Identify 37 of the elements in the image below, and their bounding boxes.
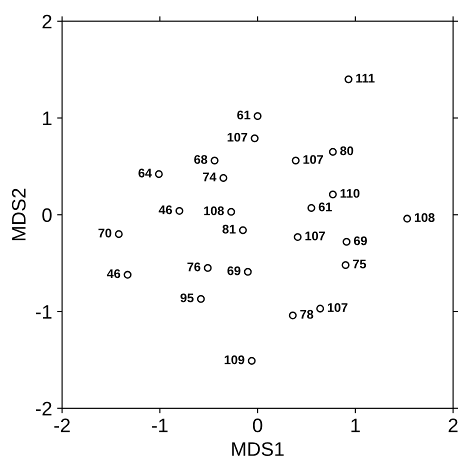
annotation: 111 [356,74,375,83]
annotation: 107 [228,132,248,142]
x-tick-label: 1 [351,418,360,432]
x-tick-label: -2 [54,418,70,432]
annotation: 69 [354,236,367,246]
annotation: 108 [414,213,435,222]
y-axis-title: MDS2 [12,188,26,240]
annotation: 110 [340,188,360,198]
x-axis-title: MDS1 [232,442,284,456]
annotation: 68 [194,155,208,164]
annotation: 76 [187,262,200,272]
annotation: 61 [237,110,250,120]
annotation: 95 [180,293,194,302]
annotation: 69 [227,266,240,276]
annotation: 107 [303,155,323,164]
annotation: 64 [138,168,152,178]
annotation: 108 [204,206,224,216]
annotation: 107 [328,303,348,312]
annotation: 109 [224,355,244,364]
annotation: 78 [300,310,314,319]
y-tick-label: 2 [42,14,52,28]
annotation: 61 [318,202,332,212]
y-tick-label: -2 [36,402,52,416]
x-tick-label: -1 [152,418,168,432]
annotation: 74 [203,172,216,182]
annotation: 75 [353,260,366,268]
x-tick-label: 0 [252,418,262,432]
annotation: 80 [340,146,354,156]
annotation: 46 [158,205,172,214]
annotation: 81 [222,224,236,234]
y-tick-label: 1 [43,112,52,126]
y-tick-label: 0 [42,208,52,222]
y-tick-label: -1 [36,305,52,319]
annotation: 107 [305,232,325,240]
x-tick-label: 2 [448,418,458,432]
annotation: 70 [98,228,112,238]
annotation: 46 [106,269,120,278]
